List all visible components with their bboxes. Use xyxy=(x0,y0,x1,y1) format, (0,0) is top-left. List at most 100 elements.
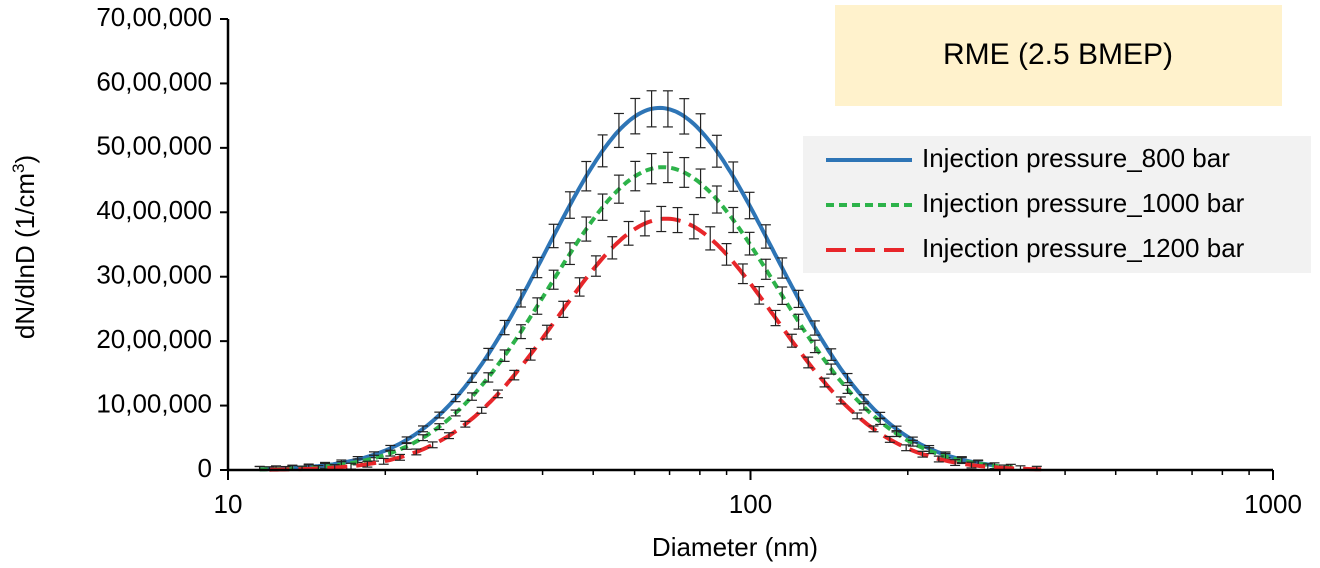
y-tick-label: 0 xyxy=(198,453,212,483)
error-bar xyxy=(809,320,820,336)
error-bar xyxy=(842,384,853,394)
y-axis-title: dN/dlnD (1/cm3) xyxy=(9,155,40,339)
error-bar xyxy=(460,420,471,428)
error-bar xyxy=(385,449,396,457)
error-bar xyxy=(378,457,389,465)
error-bar xyxy=(483,347,494,361)
error-bar xyxy=(607,236,618,260)
error-bar xyxy=(499,349,510,362)
error-bar xyxy=(597,193,608,221)
error-bar xyxy=(623,220,634,246)
error-bar xyxy=(852,412,863,420)
y-ticks: 0 10,00,000 20,00,000 30,00,000 40,00,000 50,… xyxy=(96,2,228,483)
error-bar xyxy=(394,453,405,461)
error-bar xyxy=(646,90,657,128)
y-axis-title-end: ) xyxy=(10,155,40,164)
error-bar xyxy=(466,372,477,383)
error-bar xyxy=(737,263,748,285)
y-tick-label: 50,00,000 xyxy=(96,131,212,161)
y-tick-label: 60,00,000 xyxy=(96,66,212,96)
error-bar xyxy=(901,444,912,452)
y-axis-title-main: dN/dlnD (1/cm xyxy=(10,173,40,339)
error-bar xyxy=(907,439,918,447)
error-bar xyxy=(630,160,641,192)
error-bar xyxy=(803,356,814,369)
error-bar xyxy=(401,436,412,444)
error-bar xyxy=(450,409,461,417)
error-bar xyxy=(443,432,454,440)
error-bar xyxy=(564,191,575,219)
error-bar xyxy=(672,206,683,234)
error-bar xyxy=(515,324,526,340)
x-ticks: 10 100 1000 xyxy=(214,470,1302,519)
error-bar xyxy=(509,369,520,381)
error-bar xyxy=(662,90,673,128)
error-bar xyxy=(362,460,373,468)
error-bar xyxy=(581,160,592,192)
error-bar xyxy=(875,418,886,426)
error-bar xyxy=(884,435,895,443)
error-bar xyxy=(695,168,706,199)
x-axis-title: Diameter (nm) xyxy=(652,532,818,562)
error-bar xyxy=(434,423,445,431)
error-bar xyxy=(917,450,928,458)
y-tick-label: 20,00,000 xyxy=(96,324,212,354)
error-bar xyxy=(950,459,961,467)
error-bar xyxy=(597,134,608,168)
error-bar xyxy=(688,213,699,240)
legend-label-2: Injection pressure_1000 bar xyxy=(922,188,1245,218)
error-bar xyxy=(564,242,575,266)
x-tick-label: 10 xyxy=(214,489,243,519)
x-tick-label: 100 xyxy=(729,489,772,519)
error-bar xyxy=(711,185,722,214)
error-bar xyxy=(744,231,755,256)
error-bar xyxy=(646,153,657,185)
error-bar xyxy=(417,425,428,433)
error-bar xyxy=(760,224,771,249)
error-bar xyxy=(656,205,667,233)
error-bar xyxy=(793,313,804,330)
error-bar xyxy=(760,258,771,280)
error-bar xyxy=(705,226,716,251)
error-bar xyxy=(695,113,706,149)
error-bar xyxy=(541,324,552,340)
error-bar xyxy=(427,441,438,449)
error-bar xyxy=(966,461,977,469)
error-bar xyxy=(613,174,624,204)
error-bar xyxy=(826,348,837,361)
error-bar xyxy=(499,319,510,336)
error-bar xyxy=(525,347,536,361)
series-layer xyxy=(254,90,1042,472)
error-bar xyxy=(401,442,412,450)
error-bar xyxy=(548,269,559,290)
y-tick-label: 40,00,000 xyxy=(96,195,212,225)
error-bar xyxy=(956,457,967,465)
error-bar xyxy=(483,372,494,383)
error-bar xyxy=(476,406,487,414)
error-bar xyxy=(809,339,820,354)
error-bar xyxy=(558,300,569,318)
error-bar xyxy=(450,393,461,403)
error-bar xyxy=(434,411,445,419)
y-tick-label: 30,00,000 xyxy=(96,260,212,290)
x-tick-label: 1000 xyxy=(1244,489,1302,519)
error-bar xyxy=(835,396,846,405)
error-bar xyxy=(777,286,788,305)
error-bar xyxy=(574,277,585,297)
error-bar xyxy=(793,289,804,309)
error-bar xyxy=(417,434,428,442)
error-bar xyxy=(581,216,592,242)
y-axis-title-sup: 3 xyxy=(9,164,28,173)
error-bar xyxy=(466,392,477,401)
error-bar xyxy=(662,151,673,184)
error-bar xyxy=(711,134,722,168)
error-bar xyxy=(868,425,879,433)
error-bar xyxy=(613,112,624,149)
error-bar xyxy=(492,389,503,399)
error-bar xyxy=(548,223,559,249)
series-line-2 xyxy=(259,165,1015,472)
chart-title: RME (2.5 BMEP) xyxy=(943,38,1173,71)
error-bar xyxy=(826,363,837,375)
error-bar xyxy=(679,156,690,188)
error-bar xyxy=(770,309,781,327)
